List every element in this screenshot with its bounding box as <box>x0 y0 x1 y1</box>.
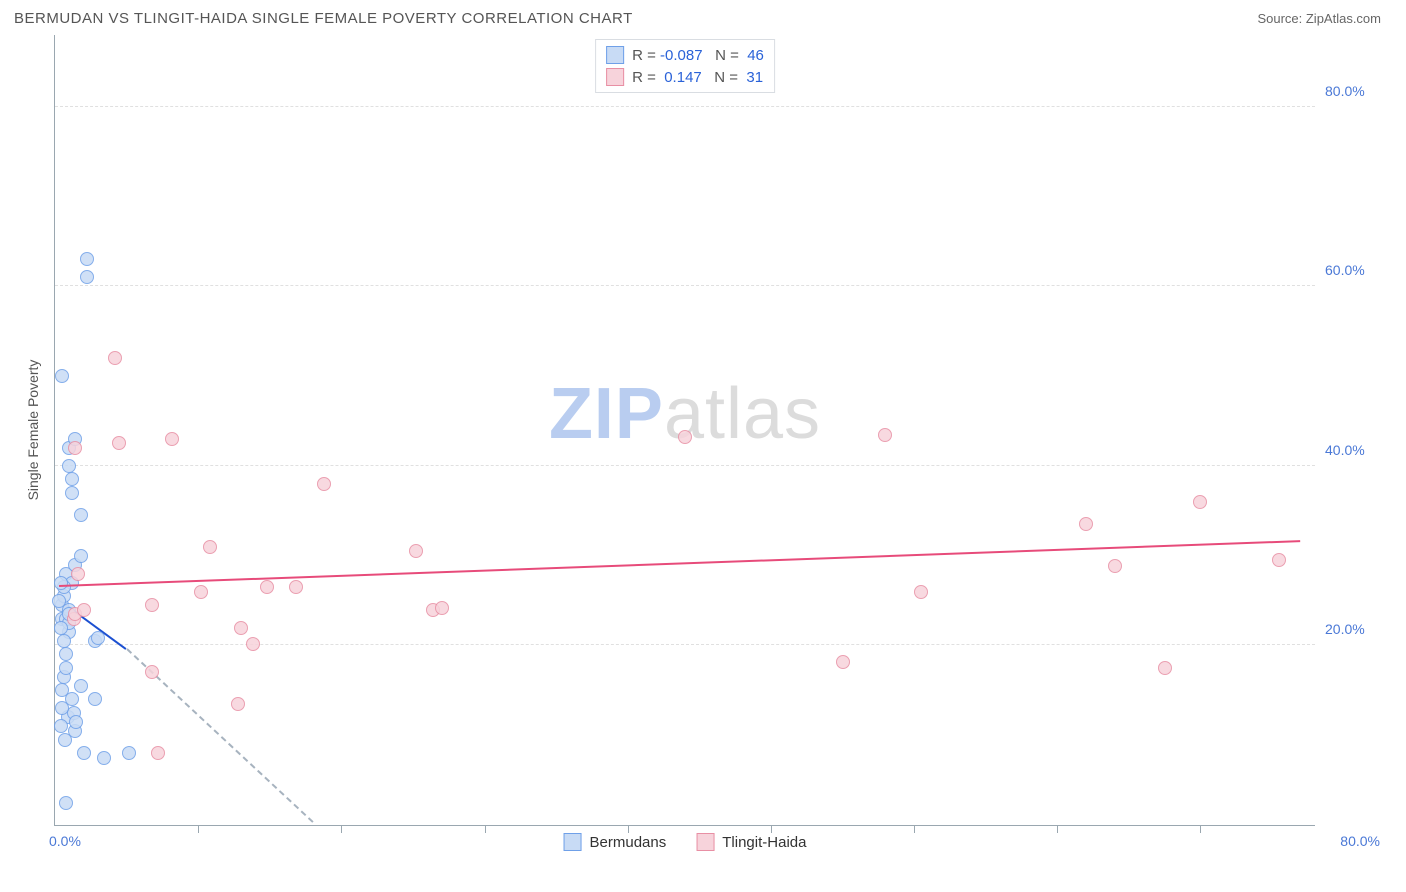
data-point <box>54 719 68 733</box>
data-point <box>65 486 79 500</box>
x-start-label: 0.0% <box>49 833 81 849</box>
data-point <box>435 601 449 615</box>
legend-stats: R = -0.087 N = 46R = 0.147 N = 31 <box>595 39 775 93</box>
chart-area: 20.0%40.0%60.0%80.0%0.0%80.0%Single Fema… <box>14 35 1381 875</box>
gridline <box>55 285 1315 286</box>
legend-swatch <box>564 833 582 851</box>
data-point <box>68 441 82 455</box>
x-tick <box>1057 825 1058 833</box>
y-tick-label: 40.0% <box>1325 442 1385 458</box>
legend-stats-row: R = -0.087 N = 46 <box>606 44 764 66</box>
data-point <box>52 594 66 608</box>
x-tick <box>485 825 486 833</box>
data-point <box>409 544 423 558</box>
y-tick-label: 20.0% <box>1325 621 1385 637</box>
data-point <box>59 661 73 675</box>
data-point <box>80 270 94 284</box>
data-point <box>54 576 68 590</box>
legend-swatch <box>606 68 624 86</box>
x-tick <box>1200 825 1201 833</box>
legend-label: Bermudans <box>590 834 667 851</box>
x-end-label: 80.0% <box>1340 833 1380 849</box>
data-point <box>108 351 122 365</box>
data-point <box>1108 559 1122 573</box>
data-point <box>234 621 248 635</box>
y-tick-label: 80.0% <box>1325 83 1385 99</box>
chart-header: BERMUDAN VS TLINGIT-HAIDA SINGLE FEMALE … <box>0 0 1406 35</box>
gridline <box>55 106 1315 107</box>
y-axis-title: Single Female Poverty <box>25 360 41 501</box>
x-tick <box>628 825 629 833</box>
plot-area: 20.0%40.0%60.0%80.0%0.0%80.0%Single Fema… <box>54 35 1315 826</box>
data-point <box>77 746 91 760</box>
data-point <box>836 655 850 669</box>
data-point <box>122 746 136 760</box>
data-point <box>55 369 69 383</box>
x-tick <box>771 825 772 833</box>
chart-source: Source: ZipAtlas.com <box>1257 11 1381 26</box>
data-point <box>317 477 331 491</box>
legend-swatch <box>606 46 624 64</box>
legend-series: Bermudans Tlingit-Haida <box>564 833 807 851</box>
data-point <box>151 746 165 760</box>
data-point <box>1193 495 1207 509</box>
data-point <box>678 430 692 444</box>
x-tick <box>914 825 915 833</box>
data-point <box>59 796 73 810</box>
data-point <box>77 603 91 617</box>
data-point <box>246 637 260 651</box>
data-point <box>88 692 102 706</box>
data-point <box>71 567 85 581</box>
data-point <box>878 428 892 442</box>
data-point <box>165 432 179 446</box>
legend-stats-row: R = 0.147 N = 31 <box>606 66 764 88</box>
data-point <box>54 621 68 635</box>
legend-swatch <box>696 833 714 851</box>
data-point <box>1158 661 1172 675</box>
data-point <box>231 697 245 711</box>
data-point <box>145 598 159 612</box>
gridline <box>55 644 1315 645</box>
data-point <box>55 701 69 715</box>
data-point <box>112 436 126 450</box>
data-point <box>80 252 94 266</box>
legend-item: Bermudans <box>564 833 667 851</box>
data-point <box>914 585 928 599</box>
data-point <box>62 459 76 473</box>
data-point <box>74 549 88 563</box>
legend-label: Tlingit-Haida <box>722 834 806 851</box>
data-point <box>203 540 217 554</box>
gridline <box>55 465 1315 466</box>
data-point <box>57 634 71 648</box>
data-point <box>59 647 73 661</box>
x-tick <box>198 825 199 833</box>
data-point <box>145 665 159 679</box>
data-point <box>194 585 208 599</box>
legend-item: Tlingit-Haida <box>696 833 806 851</box>
data-point <box>58 733 72 747</box>
data-point <box>1272 553 1286 567</box>
data-point <box>91 631 105 645</box>
y-tick-label: 60.0% <box>1325 262 1385 278</box>
data-point <box>97 751 111 765</box>
data-point <box>289 580 303 594</box>
data-point <box>260 580 274 594</box>
data-point <box>74 508 88 522</box>
x-tick <box>341 825 342 833</box>
chart-title: BERMUDAN VS TLINGIT-HAIDA SINGLE FEMALE … <box>14 10 633 27</box>
data-point <box>74 679 88 693</box>
data-point <box>69 715 83 729</box>
data-point <box>1079 517 1093 531</box>
data-point <box>65 472 79 486</box>
